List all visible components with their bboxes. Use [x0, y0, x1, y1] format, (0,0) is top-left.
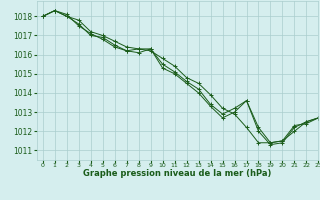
X-axis label: Graphe pression niveau de la mer (hPa): Graphe pression niveau de la mer (hPa) — [84, 169, 272, 178]
